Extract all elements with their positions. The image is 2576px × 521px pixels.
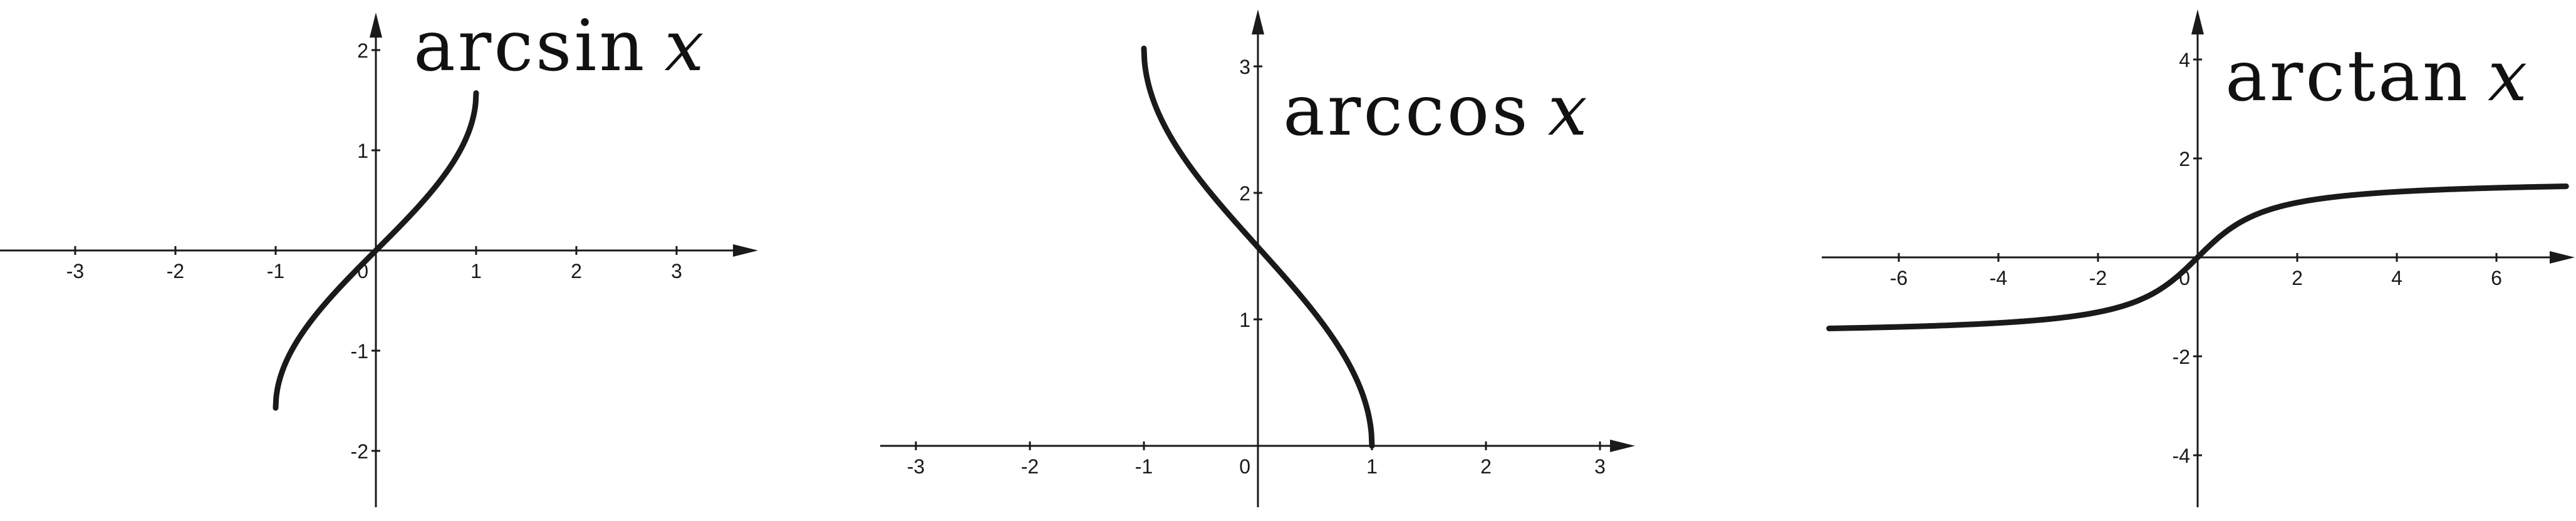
y-tick-label: 2 <box>1239 182 1250 205</box>
y-axis-arrow <box>2191 9 2204 34</box>
x-tick-label: 2 <box>571 260 582 282</box>
y-tick-label: -2 <box>351 440 368 463</box>
x-tick-label: -3 <box>66 260 84 282</box>
y-tick-label: 2 <box>357 39 368 62</box>
title-function: arccos <box>1283 70 1530 152</box>
arctan-curve <box>1826 183 2569 331</box>
x-tick-label: 6 <box>2491 267 2502 289</box>
title-function: arctan <box>2225 36 2470 117</box>
x-tick-label: -4 <box>1990 267 2007 289</box>
x-tick-label: -2 <box>2089 267 2107 289</box>
origin-label: 0 <box>1239 455 1250 478</box>
x-tick-label: -3 <box>907 455 925 478</box>
chart-title: arcsin x <box>413 6 707 87</box>
y-tick-label: -1 <box>351 340 368 363</box>
arccos-curve <box>1141 45 1375 449</box>
x-tick-label: -2 <box>167 260 184 282</box>
title-variable: x <box>1548 70 1590 152</box>
title-variable: x <box>2488 36 2530 117</box>
title-variable: x <box>664 6 706 87</box>
x-tick-label: 1 <box>1366 455 1378 478</box>
y-axis-arrow <box>1252 9 1264 34</box>
x-tick-label: 4 <box>2391 267 2402 289</box>
x-tick-label: 2 <box>1480 455 1492 478</box>
x-axis-arrow <box>2550 251 2575 264</box>
x-tick-label: 2 <box>2292 267 2303 289</box>
y-tick-label: -2 <box>2173 346 2190 368</box>
y-tick-label: 4 <box>2179 49 2190 71</box>
chart-title: arctan x <box>2225 36 2530 117</box>
title-function: arcsin <box>413 6 647 87</box>
x-tick-label: 1 <box>470 260 482 282</box>
y-tick-label: 2 <box>2179 148 2190 170</box>
x-tick-label: -1 <box>1135 455 1153 478</box>
x-tick-label: -6 <box>1890 267 1908 289</box>
y-tick-label: 3 <box>1239 56 1250 78</box>
x-tick-label: -1 <box>267 260 284 282</box>
y-tick-label: -4 <box>2173 445 2190 467</box>
y-tick-label: 1 <box>1239 309 1250 331</box>
arccos-chart: -3 -2 -1 1 2 3 1 2 3 0 arccos x <box>880 9 1635 507</box>
x-tick-label: -2 <box>1021 455 1039 478</box>
y-axis-arrow <box>370 13 382 38</box>
arcsin-curve <box>273 90 479 411</box>
x-tick-label: 3 <box>671 260 682 282</box>
y-tick-label: 1 <box>357 140 368 162</box>
x-axis-arrow <box>1610 440 1635 452</box>
chart-title: arccos x <box>1283 70 1590 152</box>
x-tick-label: 3 <box>1594 455 1606 478</box>
x-axis-arrow <box>733 244 758 257</box>
